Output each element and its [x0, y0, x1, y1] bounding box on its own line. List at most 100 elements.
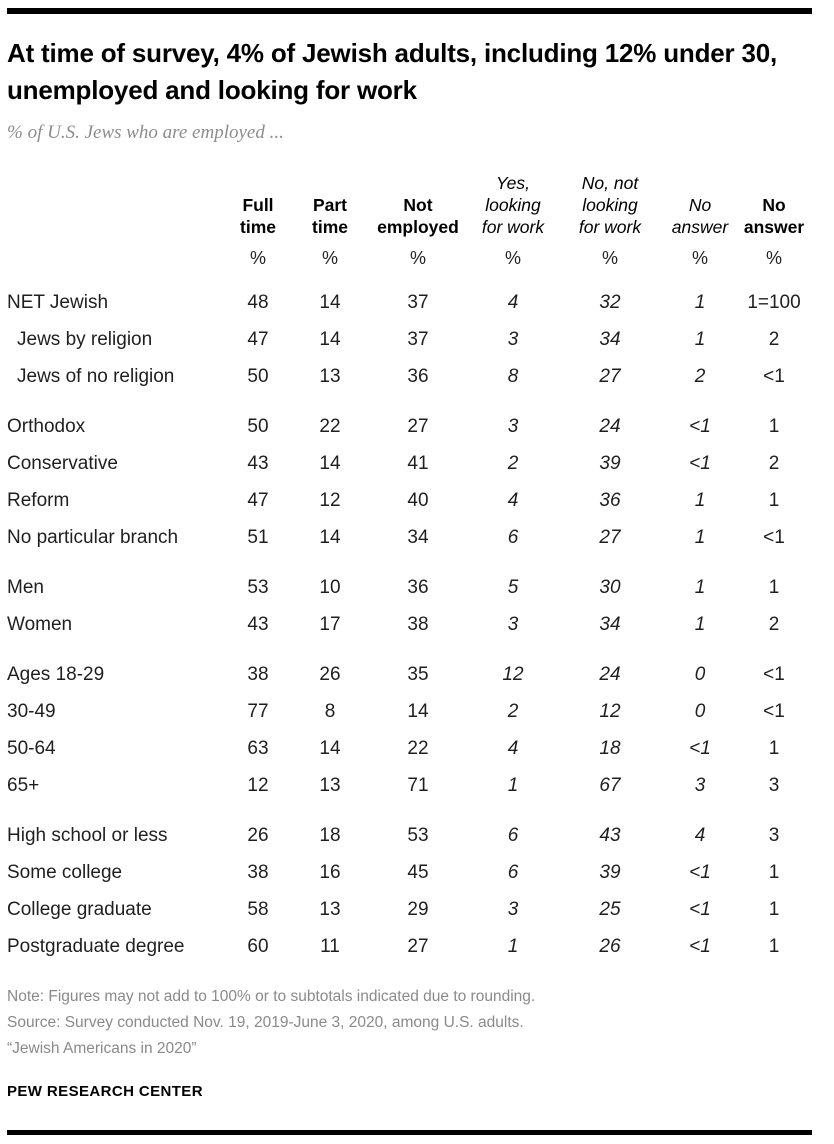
table-row: Some college 38 16 45 6 39 <1 1	[7, 854, 812, 891]
value-cell: 22	[319, 415, 341, 437]
table-row: 30-49 77 8 14 2 12 0 <1	[7, 693, 812, 730]
value-cell: 3	[507, 613, 519, 635]
row-label: Some college	[7, 861, 123, 883]
value-cell: 25	[599, 898, 621, 920]
column-header-2: Not employed	[377, 195, 459, 237]
row-label: NET Jewish	[7, 291, 109, 313]
value-cell: 47	[247, 328, 269, 350]
value-cell: 2	[507, 452, 519, 474]
value-cell: 26	[599, 935, 621, 957]
value-cell: 38	[407, 613, 429, 635]
value-cell: 26	[247, 824, 269, 846]
row-label: Ages 18-29	[7, 663, 105, 685]
value-cell: <1	[689, 898, 711, 920]
row-label: Jews of no religion	[17, 365, 175, 387]
value-cell: 1	[694, 291, 706, 313]
value-cell: 27	[599, 365, 621, 387]
value-cell: 11	[320, 935, 340, 957]
row-group-4: High school or less 26 18 53 6 43 4 3 Some colle…	[7, 817, 812, 965]
unit-cell-4: %	[601, 247, 618, 268]
table-row: Postgraduate degree 60 11 27 1 26 <1 1	[7, 928, 812, 965]
value-cell: 22	[407, 737, 429, 759]
value-cell: <1	[689, 415, 711, 437]
table-row: 65+ 12 13 71 1 67 3 3	[7, 767, 812, 804]
value-cell: 27	[407, 415, 429, 437]
value-cell: 3	[694, 774, 706, 796]
value-cell: 5	[507, 576, 519, 598]
source-line: Source: Survey conducted Nov. 19, 2019-J…	[7, 1014, 524, 1031]
value-cell: 71	[407, 774, 429, 796]
value-cell: 35	[407, 663, 429, 685]
value-cell: 39	[599, 861, 621, 883]
column-header-1: Part time	[312, 195, 348, 237]
value-cell: 2	[507, 700, 519, 722]
table-row: Conservative 43 14 41 2 39 <1 2	[7, 445, 812, 482]
row-group-0: NET Jewish 48 14 37 4 32 1 1=100 Jews by religio…	[7, 284, 812, 395]
value-cell: 1	[694, 576, 706, 598]
value-cell: 8	[507, 365, 519, 387]
note-line: Note: Figures may not add to 100% or to …	[7, 988, 536, 1005]
unit-cell-1: %	[321, 247, 338, 268]
figure-container: At time of survey, 4% of Jewish adults, …	[0, 8, 834, 1144]
value-cell: 4	[507, 291, 519, 313]
value-cell: <1	[763, 526, 785, 548]
value-cell: 1	[694, 489, 706, 511]
value-cell: 41	[407, 452, 429, 474]
value-cell: 14	[319, 526, 341, 548]
table-row: Jews of no religion 50 13 36 8 27 2 <1	[7, 358, 812, 395]
table-row: College graduate 58 13 29 3 25 <1 1	[7, 891, 812, 928]
table-row: 50-64 63 14 22 4 18 <1 1	[7, 730, 812, 767]
value-cell: 32	[599, 291, 621, 313]
value-cell: 6	[507, 824, 519, 846]
unit-cell-2: %	[409, 247, 426, 268]
value-cell: 40	[407, 489, 429, 511]
value-cell: 3	[768, 774, 780, 796]
value-cell: 1	[768, 489, 780, 511]
value-cell: 6	[507, 861, 519, 883]
value-cell: 14	[319, 737, 341, 759]
value-cell: 47	[247, 489, 269, 511]
value-cell: 1	[507, 935, 519, 957]
value-cell: 3	[507, 328, 519, 350]
value-cell: 2	[768, 452, 780, 474]
value-cell: 17	[319, 613, 341, 635]
value-cell: 10	[319, 576, 341, 598]
value-cell: 4	[694, 824, 706, 846]
value-cell: 26	[319, 663, 341, 685]
value-cell: 34	[407, 526, 429, 548]
value-cell: 37	[407, 328, 429, 350]
value-cell: 50	[247, 365, 269, 387]
row-label: 30-49	[7, 700, 56, 722]
unit-cell-3: %	[504, 247, 521, 268]
table-body: NET Jewish 48 14 37 4 32 1 1=100 Jews by religio…	[7, 284, 812, 965]
figure-subtitle: % of U.S. Jews who are employed ...	[7, 122, 284, 143]
row-label: 50-64	[7, 737, 56, 759]
value-cell: 18	[599, 737, 621, 759]
value-cell: 12	[502, 663, 524, 685]
value-cell: 0	[694, 663, 706, 685]
value-cell: 51	[247, 526, 269, 548]
value-cell: 58	[247, 898, 269, 920]
value-cell: 14	[319, 291, 341, 313]
unit-cell-0: %	[249, 247, 266, 268]
value-cell: 43	[599, 824, 621, 846]
row-label: High school or less	[7, 824, 168, 846]
value-cell: 14	[319, 328, 341, 350]
table-header-row: Full time Part time Not employed Yes, looki…	[7, 172, 812, 238]
value-cell: 37	[407, 291, 429, 313]
row-label: Postgraduate degree	[7, 935, 185, 957]
value-cell: 1	[768, 415, 780, 437]
table-row: Women 43 17 38 3 34 1 2	[7, 606, 812, 643]
value-cell: 6	[507, 526, 519, 548]
value-cell: <1	[763, 365, 785, 387]
value-cell: 2	[768, 613, 780, 635]
row-label: College graduate	[7, 898, 152, 920]
value-cell: 13	[319, 774, 341, 796]
row-group-3: Ages 18-29 38 26 35 12 24 0 <1 30-49 77 8 14 2 12 0 <1 5…	[7, 656, 812, 804]
row-group-1: Orthodox 50 22 27 3 24 <1 1 Conservative 43 14 41 2 3…	[7, 408, 812, 556]
value-cell: 2	[694, 365, 706, 387]
value-cell: 39	[599, 452, 621, 474]
unit-cell-6: %	[765, 247, 782, 268]
row-label: Orthodox	[7, 415, 86, 437]
value-cell: 3	[768, 824, 780, 846]
